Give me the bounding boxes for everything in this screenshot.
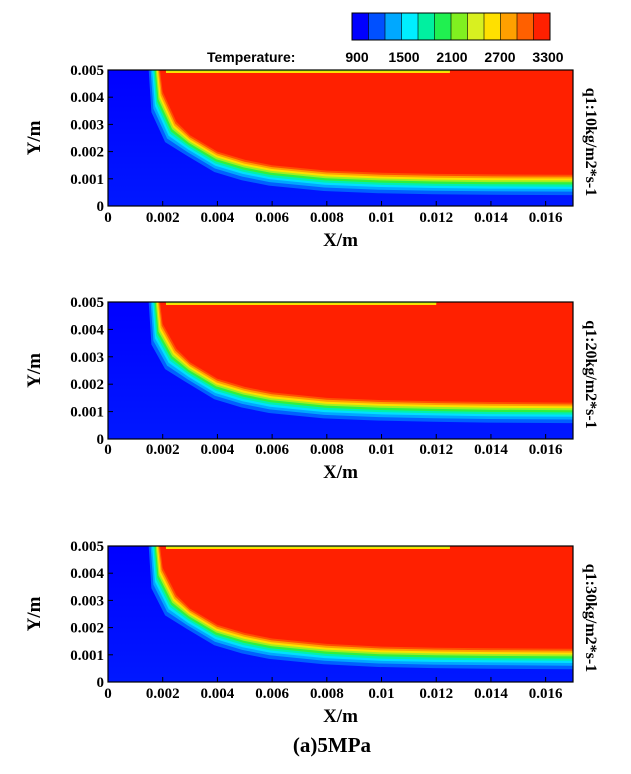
- y-tick-label: 0.003: [70, 350, 104, 366]
- colorbar-frame: [351, 12, 551, 41]
- colorbar-cell: [451, 13, 468, 40]
- y-tick-label: 0.003: [70, 117, 104, 133]
- wall-layer: [165, 546, 450, 549]
- colorbar-cell: [484, 13, 501, 40]
- colorbar-cell: [352, 13, 369, 40]
- panels: 0 0.002 0.004 0.006 0.008 0.01 0.012 0.014 0.016…: [24, 63, 599, 727]
- colorbar-cell: [401, 13, 419, 40]
- temperature-field: [108, 546, 573, 682]
- colorbar-label: Temperature:: [207, 49, 295, 65]
- panel-side-label: q1:20kg/m2*s-1: [582, 320, 599, 428]
- panel-1: 0 0.002 0.004 0.006 0.008 0.01 0.012 0.014 0.016…: [24, 63, 599, 251]
- colorbar-cell: [467, 13, 485, 40]
- x-axis-label: X/m: [323, 230, 358, 251]
- contour-band: [159, 302, 573, 403]
- y-tick-label: 0.001: [70, 405, 104, 421]
- wall-layer-inner: [165, 302, 437, 304]
- colorbar-tick-labels: 900 1500 2100 2700 3300: [345, 49, 563, 65]
- panel-side-label: q1:30kg/m2*s-1: [582, 564, 599, 672]
- plot-frame: [107, 545, 574, 683]
- x-tick-label: 0.006: [255, 210, 289, 226]
- x-tick-label: 0.004: [201, 686, 235, 702]
- y-tick-label: 0: [97, 675, 105, 691]
- y-tick-label: 0.001: [70, 172, 104, 188]
- x-tick-label: 0.012: [419, 210, 453, 226]
- colorbar-cell: [533, 13, 551, 40]
- panel-2: 0 0.002 0.004 0.006 0.008 0.01 0.012 0.014 0.016…: [24, 295, 599, 483]
- wall-layer: [165, 70, 450, 73]
- colorbar-tick-label: 2100: [436, 49, 467, 65]
- y-tick-label: 0.002: [70, 621, 104, 637]
- y-tick-label: 0.002: [70, 145, 104, 161]
- colorbar-tick-label: 2700: [484, 49, 515, 65]
- wall-layer: [165, 302, 437, 305]
- y-tick-label: 0.005: [70, 63, 104, 79]
- x-tick-label: 0.014: [474, 210, 508, 226]
- y-tick-label: 0.004: [70, 566, 104, 582]
- y-tick-label: 0.004: [70, 322, 104, 338]
- colorbar-legend: Temperature: 900 1500 2100 2700 3300: [207, 12, 564, 65]
- x-tick-label: 0.01: [368, 442, 394, 458]
- x-tick-label: 0.008: [310, 686, 344, 702]
- colorbar-cell: [385, 13, 402, 40]
- panel-3: 0 0.002 0.004 0.006 0.008 0.01 0.012 0.014 0.016…: [24, 539, 599, 727]
- colorbar-cell: [418, 13, 435, 40]
- x-tick-label: 0.016: [529, 442, 563, 458]
- colorbar-cells: [352, 13, 551, 40]
- x-tick-label: 0.002: [146, 442, 180, 458]
- x-axis-label: X/m: [323, 462, 358, 483]
- y-axis-label: Y/m: [24, 353, 45, 388]
- x-tick-label: 0.002: [146, 686, 180, 702]
- temperature-field: [108, 70, 573, 206]
- x-tick-label: 0.01: [368, 686, 394, 702]
- colorbar-cell: [434, 13, 452, 40]
- x-tick-label: 0.016: [529, 210, 563, 226]
- x-tick-label: 0.014: [474, 686, 508, 702]
- x-tick-label: 0.008: [310, 210, 344, 226]
- x-axis-label: X/m: [323, 706, 358, 727]
- colorbar-tick-label: 900: [345, 49, 369, 65]
- x-tick-label: 0.006: [255, 442, 289, 458]
- x-tick-label: 0.008: [310, 442, 344, 458]
- contour-band: [159, 70, 573, 175]
- colorbar-cell: [368, 13, 386, 40]
- y-axis-label: Y/m: [24, 120, 45, 155]
- y-tick-label: 0.003: [70, 593, 104, 609]
- x-tick-label: 0.006: [255, 686, 289, 702]
- y-tick-label: 0.002: [70, 377, 104, 393]
- panel-side-label: q1:10kg/m2*s-1: [582, 88, 599, 196]
- colorbar-tick-label: 1500: [388, 49, 419, 65]
- x-tick-label: 0.012: [419, 686, 453, 702]
- y-tick-label: 0.005: [70, 295, 104, 311]
- colorbar-tick-label: 3300: [532, 49, 563, 65]
- colorbar-cell: [500, 13, 518, 40]
- x-tick-label: 0.016: [529, 686, 563, 702]
- y-tick-label: 0.005: [70, 539, 104, 555]
- x-tick-label: 0: [104, 686, 112, 702]
- x-tick-label: 0: [104, 442, 112, 458]
- x-tick-label: 0: [104, 210, 112, 226]
- y-tick-label: 0.004: [70, 90, 104, 106]
- plot-frame: [107, 69, 574, 207]
- y-tick-label: 0: [97, 432, 105, 448]
- temperature-field: [108, 302, 573, 439]
- y-axis-label: Y/m: [24, 596, 45, 631]
- x-tick-label: 0.004: [201, 210, 235, 226]
- figure-caption: (a)5MPa: [293, 733, 372, 757]
- x-tick-label: 0.004: [201, 442, 235, 458]
- y-tick-label: 0.001: [70, 648, 104, 664]
- y-tick-label: 0: [97, 199, 105, 215]
- plot-frame: [107, 301, 574, 440]
- x-tick-label: 0.002: [146, 210, 180, 226]
- x-tick-label: 0.01: [368, 210, 394, 226]
- colorbar-cell: [517, 13, 534, 40]
- x-tick-label: 0.012: [419, 442, 453, 458]
- x-tick-label: 0.014: [474, 442, 508, 458]
- contour-band: [159, 546, 573, 649]
